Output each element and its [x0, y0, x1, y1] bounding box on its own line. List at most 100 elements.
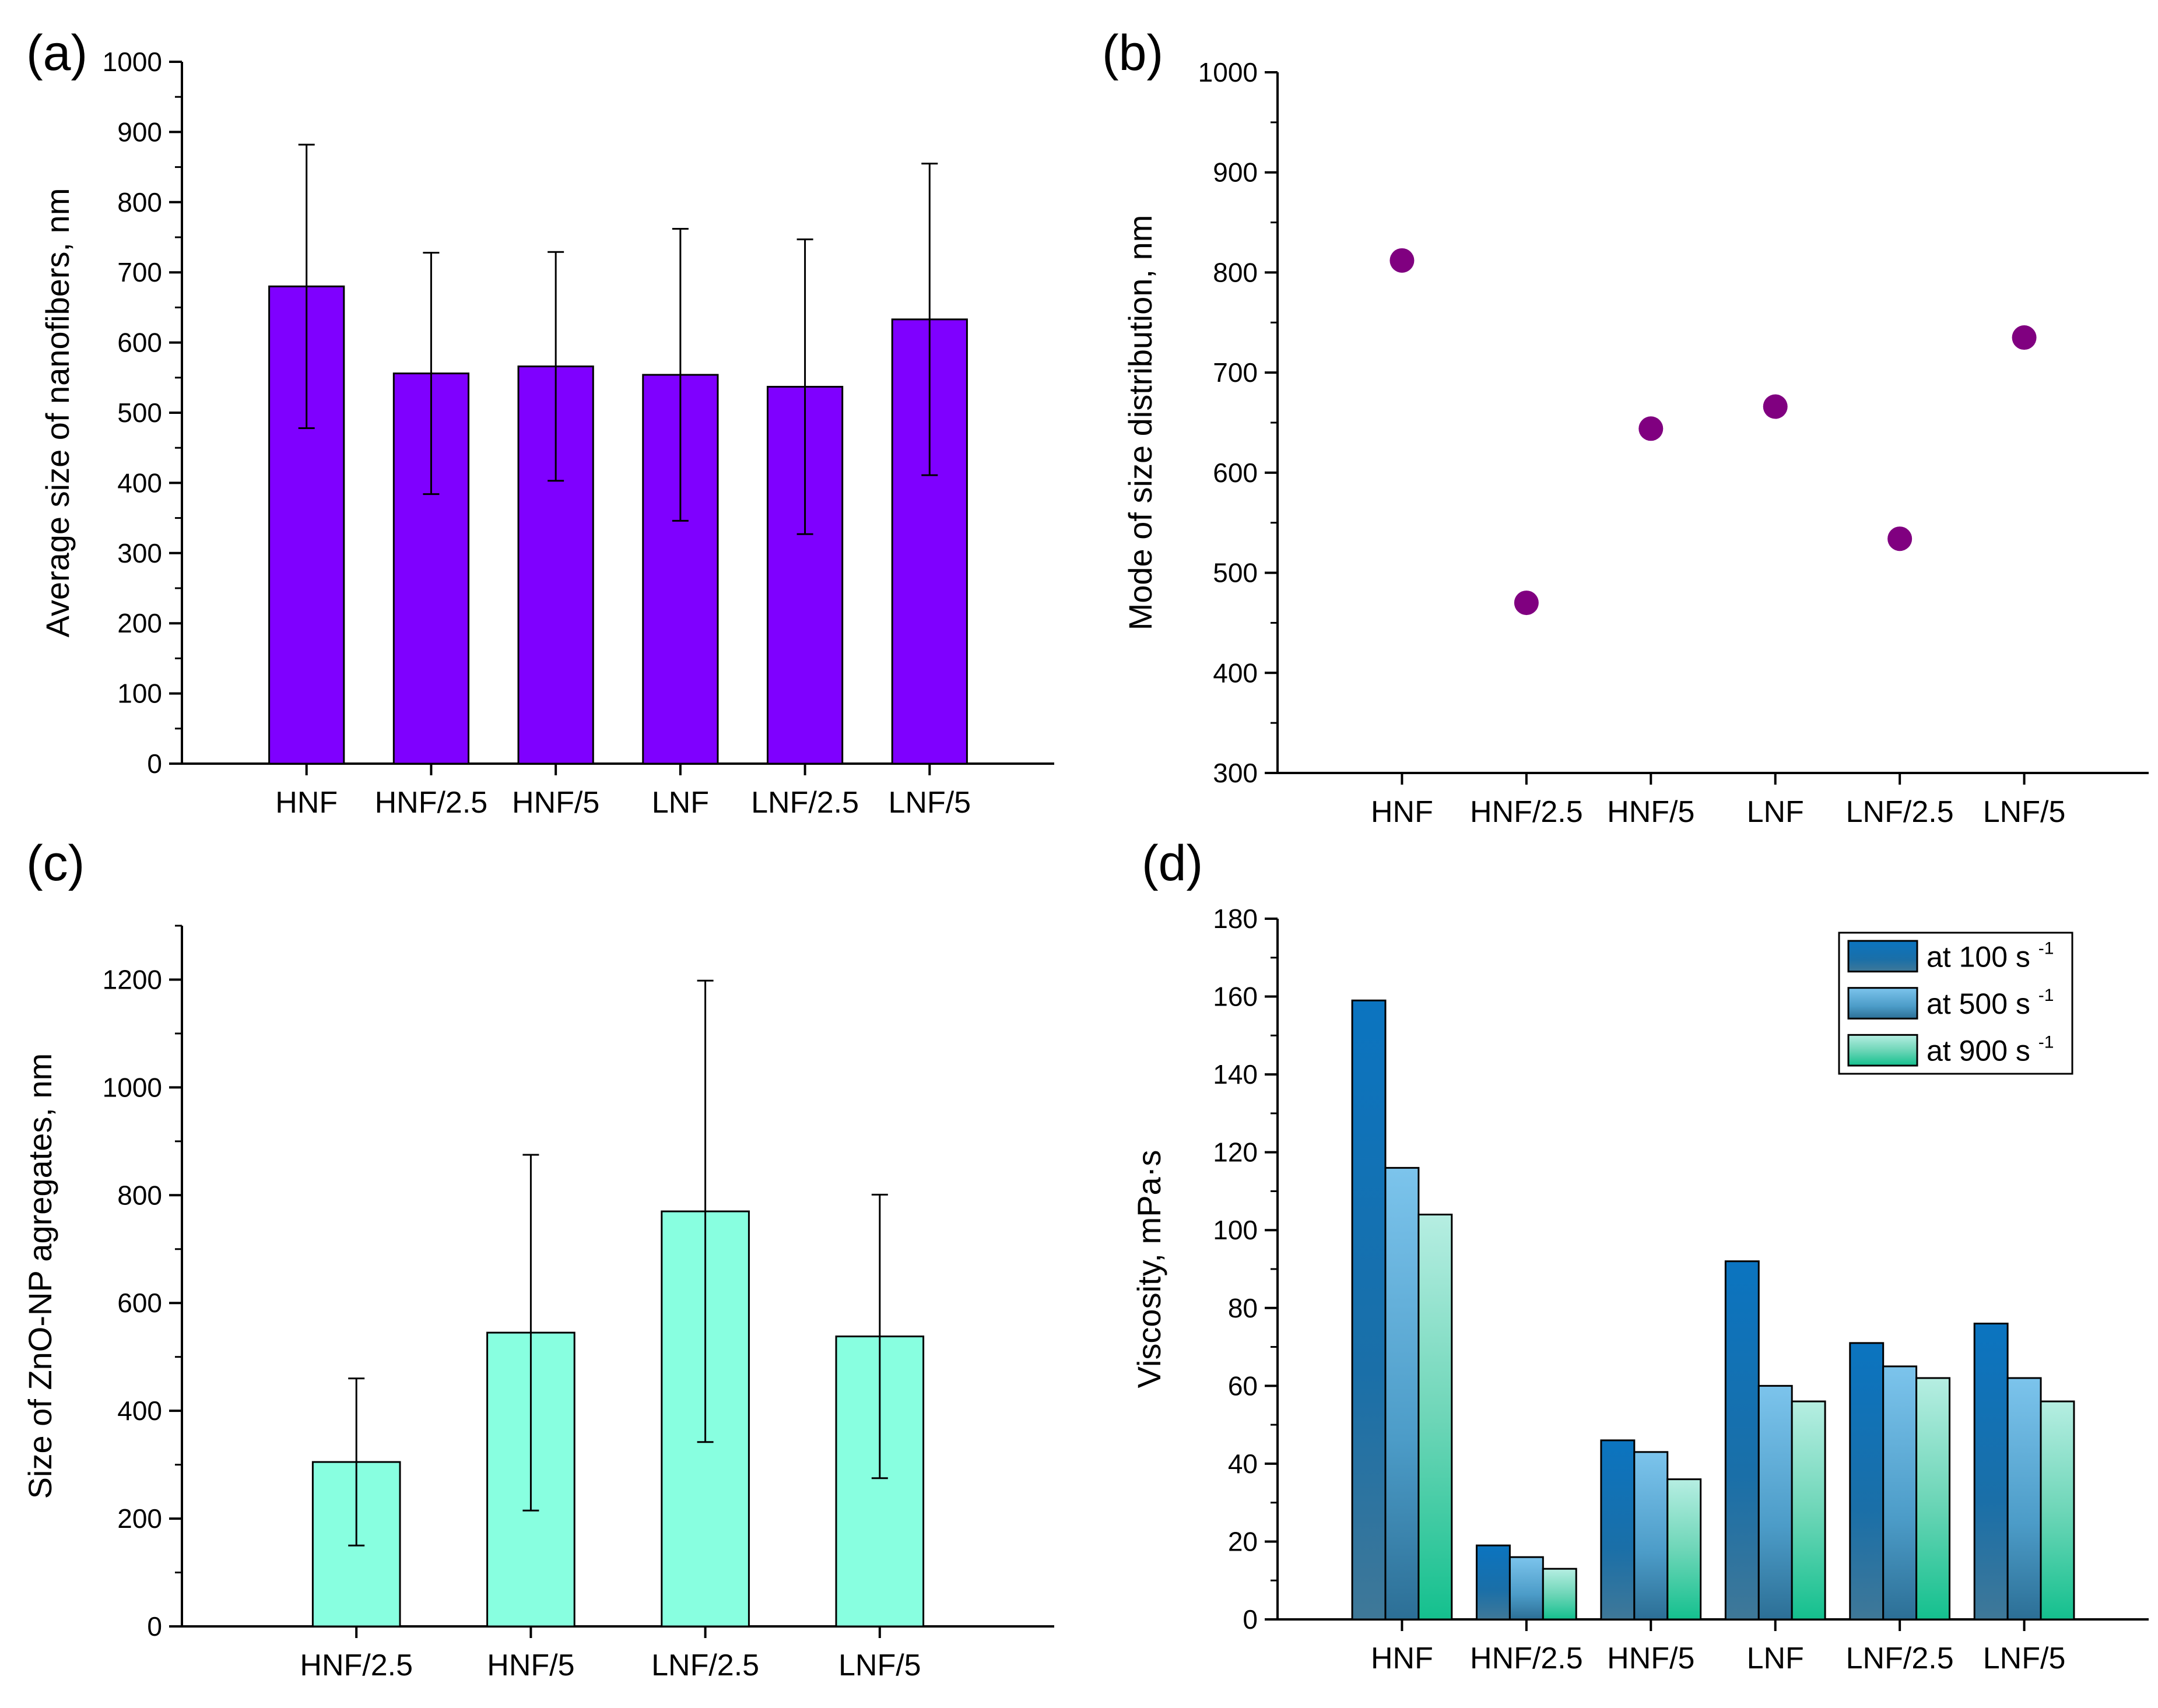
panel-a-y-tick-label-2: 200: [117, 608, 162, 638]
panel-d-legend-swatch-1: [1847, 987, 1918, 1020]
panel-b-y-tick-label-1: 400: [1213, 658, 1258, 688]
panel-d-y-tick-label-4: 80: [1228, 1293, 1258, 1323]
panel-c-x-tick-label-0: HNF/2.5: [300, 1649, 413, 1682]
panel-d-bar-s1-5: [2006, 1377, 2042, 1621]
panel-c-y-axis-label: Size of ZnO-NP agregates, nm: [22, 1053, 58, 1499]
panel-a-y-tick-label-9: 900: [117, 117, 162, 147]
panel-a-y-tick-label-8: 800: [117, 187, 162, 217]
panel-d-x-tick-label-4: LNF/2.5: [1846, 1642, 1954, 1675]
panel-c-x-tick-label-3: LNF/5: [838, 1649, 921, 1682]
panel-b-y-tick-label-3: 600: [1213, 458, 1258, 488]
panel-b-y-tick-label-5: 800: [1213, 257, 1258, 287]
panel-b-point-5: [2012, 325, 2037, 350]
panel-c-y-tick-label-5: 1000: [103, 1072, 162, 1102]
panel-b-point-3: [1763, 394, 1788, 419]
panel-a-x-tick-label-0: HNF: [275, 786, 338, 820]
panel-d-y-tick-label-9: 180: [1213, 904, 1258, 934]
panel-c-y-tick-label-1: 200: [117, 1503, 162, 1534]
panel-d-legend-label-sup-0: -1: [2038, 939, 2054, 958]
panel-d-bar-s2-4: [1915, 1377, 1951, 1621]
panel-b-y-axis-label: Mode of size distribution, nm: [1122, 215, 1159, 631]
panel-a-x-tick-label-1: HNF/2.5: [375, 786, 488, 820]
panel-d-x-tick-label-2: HNF/5: [1607, 1642, 1694, 1675]
panel-b-x-tick-label-4: LNF/2.5: [1846, 795, 1954, 829]
panel-b-y-tick-label-2: 500: [1213, 558, 1258, 588]
panel-c-y-tick-label-3: 600: [117, 1288, 162, 1318]
panel-c-y-tick-label-0: 0: [147, 1611, 162, 1642]
panel-d-legend-label-0: at 100 s -1: [1927, 939, 2054, 973]
panel-d-legend-label-1: at 500 s -1: [1927, 986, 2054, 1020]
panel-a-y-tick-label-3: 300: [117, 538, 162, 568]
panel-d-legend-label-text-0: at 100 s: [1927, 940, 2038, 973]
panel-d-panel-label: (d): [1142, 835, 1203, 891]
panel-d-x-tick-label-0: HNF: [1371, 1642, 1433, 1675]
panel-c-x-tick-label-1: HNF/5: [487, 1649, 574, 1682]
panel-d-x-tick-label-3: LNF: [1747, 1642, 1804, 1675]
panel-d-bar-s0-1: [1475, 1544, 1511, 1621]
panel-d-legend-label-sup-2: -1: [2038, 1033, 2054, 1052]
panel-d-y-tick-label-5: 100: [1213, 1215, 1258, 1245]
panel-c-panel-label: (c): [26, 835, 85, 891]
panel-d-bar-s2-0: [1417, 1214, 1453, 1621]
panel-a-chart: 0 100 200 300 400 500 600 700 800 900 1000 HNF HNF/2…: [26, 25, 1054, 820]
panel-a-y-axis-label: Average size of nanofibers, nm: [39, 188, 76, 638]
panel-c-y-tick-label-4: 800: [117, 1180, 162, 1210]
panel-d-y-tick-label-6: 120: [1213, 1137, 1258, 1168]
panel-d-bar-s2-5: [2040, 1400, 2075, 1621]
panel-b-point-0: [1389, 248, 1415, 273]
panel-d-y-tick-label-0: 0: [1243, 1604, 1258, 1635]
panel-d-legend-label-text-2: at 900 s: [1927, 1035, 2038, 1067]
panel-d-x-tick-label-1: HNF/2.5: [1470, 1642, 1583, 1675]
panel-a-x-tick-label-3: LNF: [652, 786, 709, 820]
panel-b-x-tick-label-3: LNF: [1747, 795, 1804, 829]
panel-b-y-tick-label-0: 300: [1213, 758, 1258, 788]
panel-d-bar-s1-4: [1882, 1365, 1918, 1621]
panel-a-x-tick-label-2: HNF/5: [512, 786, 599, 820]
panel-b-x-tick-label-5: LNF/5: [1983, 795, 2066, 829]
panel-b-x-tick-label-0: HNF: [1371, 795, 1433, 829]
panel-b-chart: 300 400 500 600 700 800 900 1000 HNF HNF/2.5 HNF/5…: [1102, 25, 2149, 829]
panel-b-x-tick-label-1: HNF/2.5: [1470, 795, 1583, 829]
panel-d-bar-s0-5: [1973, 1322, 2009, 1621]
panel-d-bar-s0-2: [1600, 1439, 1636, 1621]
panel-a-panel-label: (a): [26, 25, 87, 81]
panel-a-x-tick-label-5: LNF/5: [888, 786, 971, 820]
panel-a-y-tick-label-6: 600: [117, 328, 162, 358]
panel-c-x-tick-label-2: LNF/2.5: [651, 1649, 759, 1682]
panel-d-chart: 0 20 40 60 80 100 120 140 160 180 HNF HNF/2.5 HNF/5 L…: [1131, 835, 2149, 1675]
panel-d-y-axis-label: Viscosity, mPa·s: [1131, 1150, 1167, 1389]
panel-a-y-tick-label-0: 0: [147, 748, 162, 779]
panel-b-point-4: [1887, 526, 1913, 551]
panel-b-y-tick-label-6: 900: [1213, 157, 1258, 188]
panel-d-bar-s0-4: [1849, 1342, 1885, 1621]
panel-b-panel-label: (b): [1102, 25, 1163, 81]
panel-a-y-tick-label-1: 100: [117, 679, 162, 709]
panel-d-bar-s1-0: [1384, 1166, 1420, 1621]
panel-d-bar-s0-0: [1351, 999, 1387, 1621]
panel-d-y-tick-label-2: 40: [1228, 1449, 1258, 1479]
panel-c-chart: 0 200 400 600 800 1000 1200 HNF/2.5 HNF/5 LNF/2.5…: [22, 835, 1054, 1682]
panel-d-y-tick-label-3: 60: [1228, 1370, 1258, 1401]
panel-b-point-2: [1638, 416, 1664, 441]
panel-a-y-tick-label-5: 500: [117, 398, 162, 428]
panel-d-y-tick-label-8: 160: [1213, 982, 1258, 1012]
panel-d-bar-s0-3: [1724, 1260, 1760, 1621]
panel-d-y-tick-label-7: 140: [1213, 1059, 1258, 1090]
panel-d-bar-s2-2: [1666, 1478, 1702, 1621]
panel-b-x-tick-label-2: HNF/5: [1607, 795, 1694, 829]
panel-d-legend-swatch-0: [1847, 940, 1918, 973]
panel-d-bar-s1-3: [1757, 1384, 1793, 1621]
panel-c-y-tick-label-6: 1200: [103, 964, 162, 994]
panel-a-y-tick-label-10: 1000: [103, 47, 162, 77]
panel-d-y-tick-label-1: 20: [1228, 1526, 1258, 1556]
panel-a-x-tick-label-4: LNF/2.5: [751, 786, 859, 820]
panel-d-legend-swatch-2: [1847, 1034, 1918, 1067]
panel-c-y-tick-label-2: 400: [117, 1396, 162, 1426]
panel-b-point-1: [1514, 591, 1539, 616]
panel-d-legend-label-sup-1: -1: [2038, 986, 2054, 1005]
panel-d-x-tick-label-5: LNF/5: [1983, 1642, 2066, 1675]
panel-d-bar-s1-2: [1633, 1451, 1669, 1621]
panel-a-y-tick-label-4: 400: [117, 468, 162, 498]
panel-d-bar-s2-3: [1791, 1400, 1826, 1621]
